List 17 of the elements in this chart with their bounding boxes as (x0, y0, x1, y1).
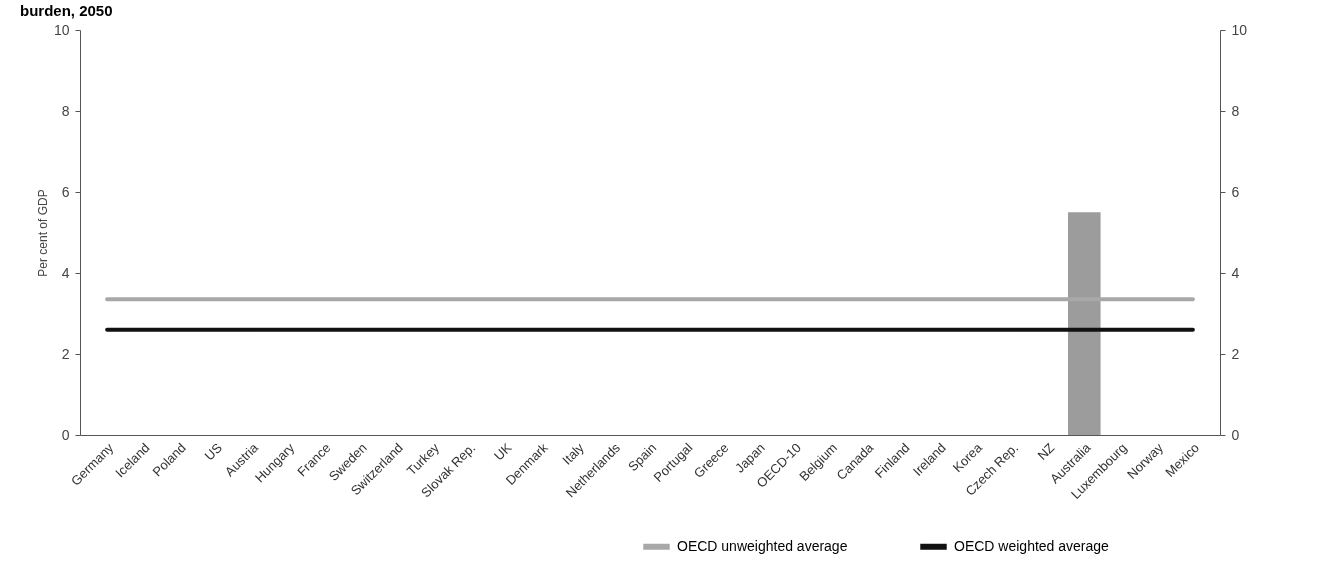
x-tick-label: US (201, 439, 226, 464)
y2-tick-label: 4 (1231, 264, 1240, 281)
y-tick-label: 2 (61, 345, 70, 362)
chart-title: burden, 2050 (20, 2, 113, 19)
y-tick-label: 4 (61, 264, 70, 281)
legend-label: OECD unweighted average (677, 537, 848, 554)
y-tick-label: 0 (61, 426, 70, 443)
y-axis-title: Per cent of GDP (35, 189, 50, 277)
legend-label: OECD weighted average (954, 537, 1110, 554)
y2-tick-label: 6 (1231, 183, 1240, 200)
y2-tick-label: 2 (1231, 345, 1240, 362)
y2-tick-label: 8 (1231, 102, 1240, 119)
y-tick-label: 6 (61, 183, 70, 200)
y-tick-label: 8 (61, 102, 70, 119)
y2-tick-label: 0 (1231, 426, 1240, 443)
y2-tick-label: 10 (1231, 21, 1248, 38)
y-tick-label: 10 (53, 21, 70, 38)
